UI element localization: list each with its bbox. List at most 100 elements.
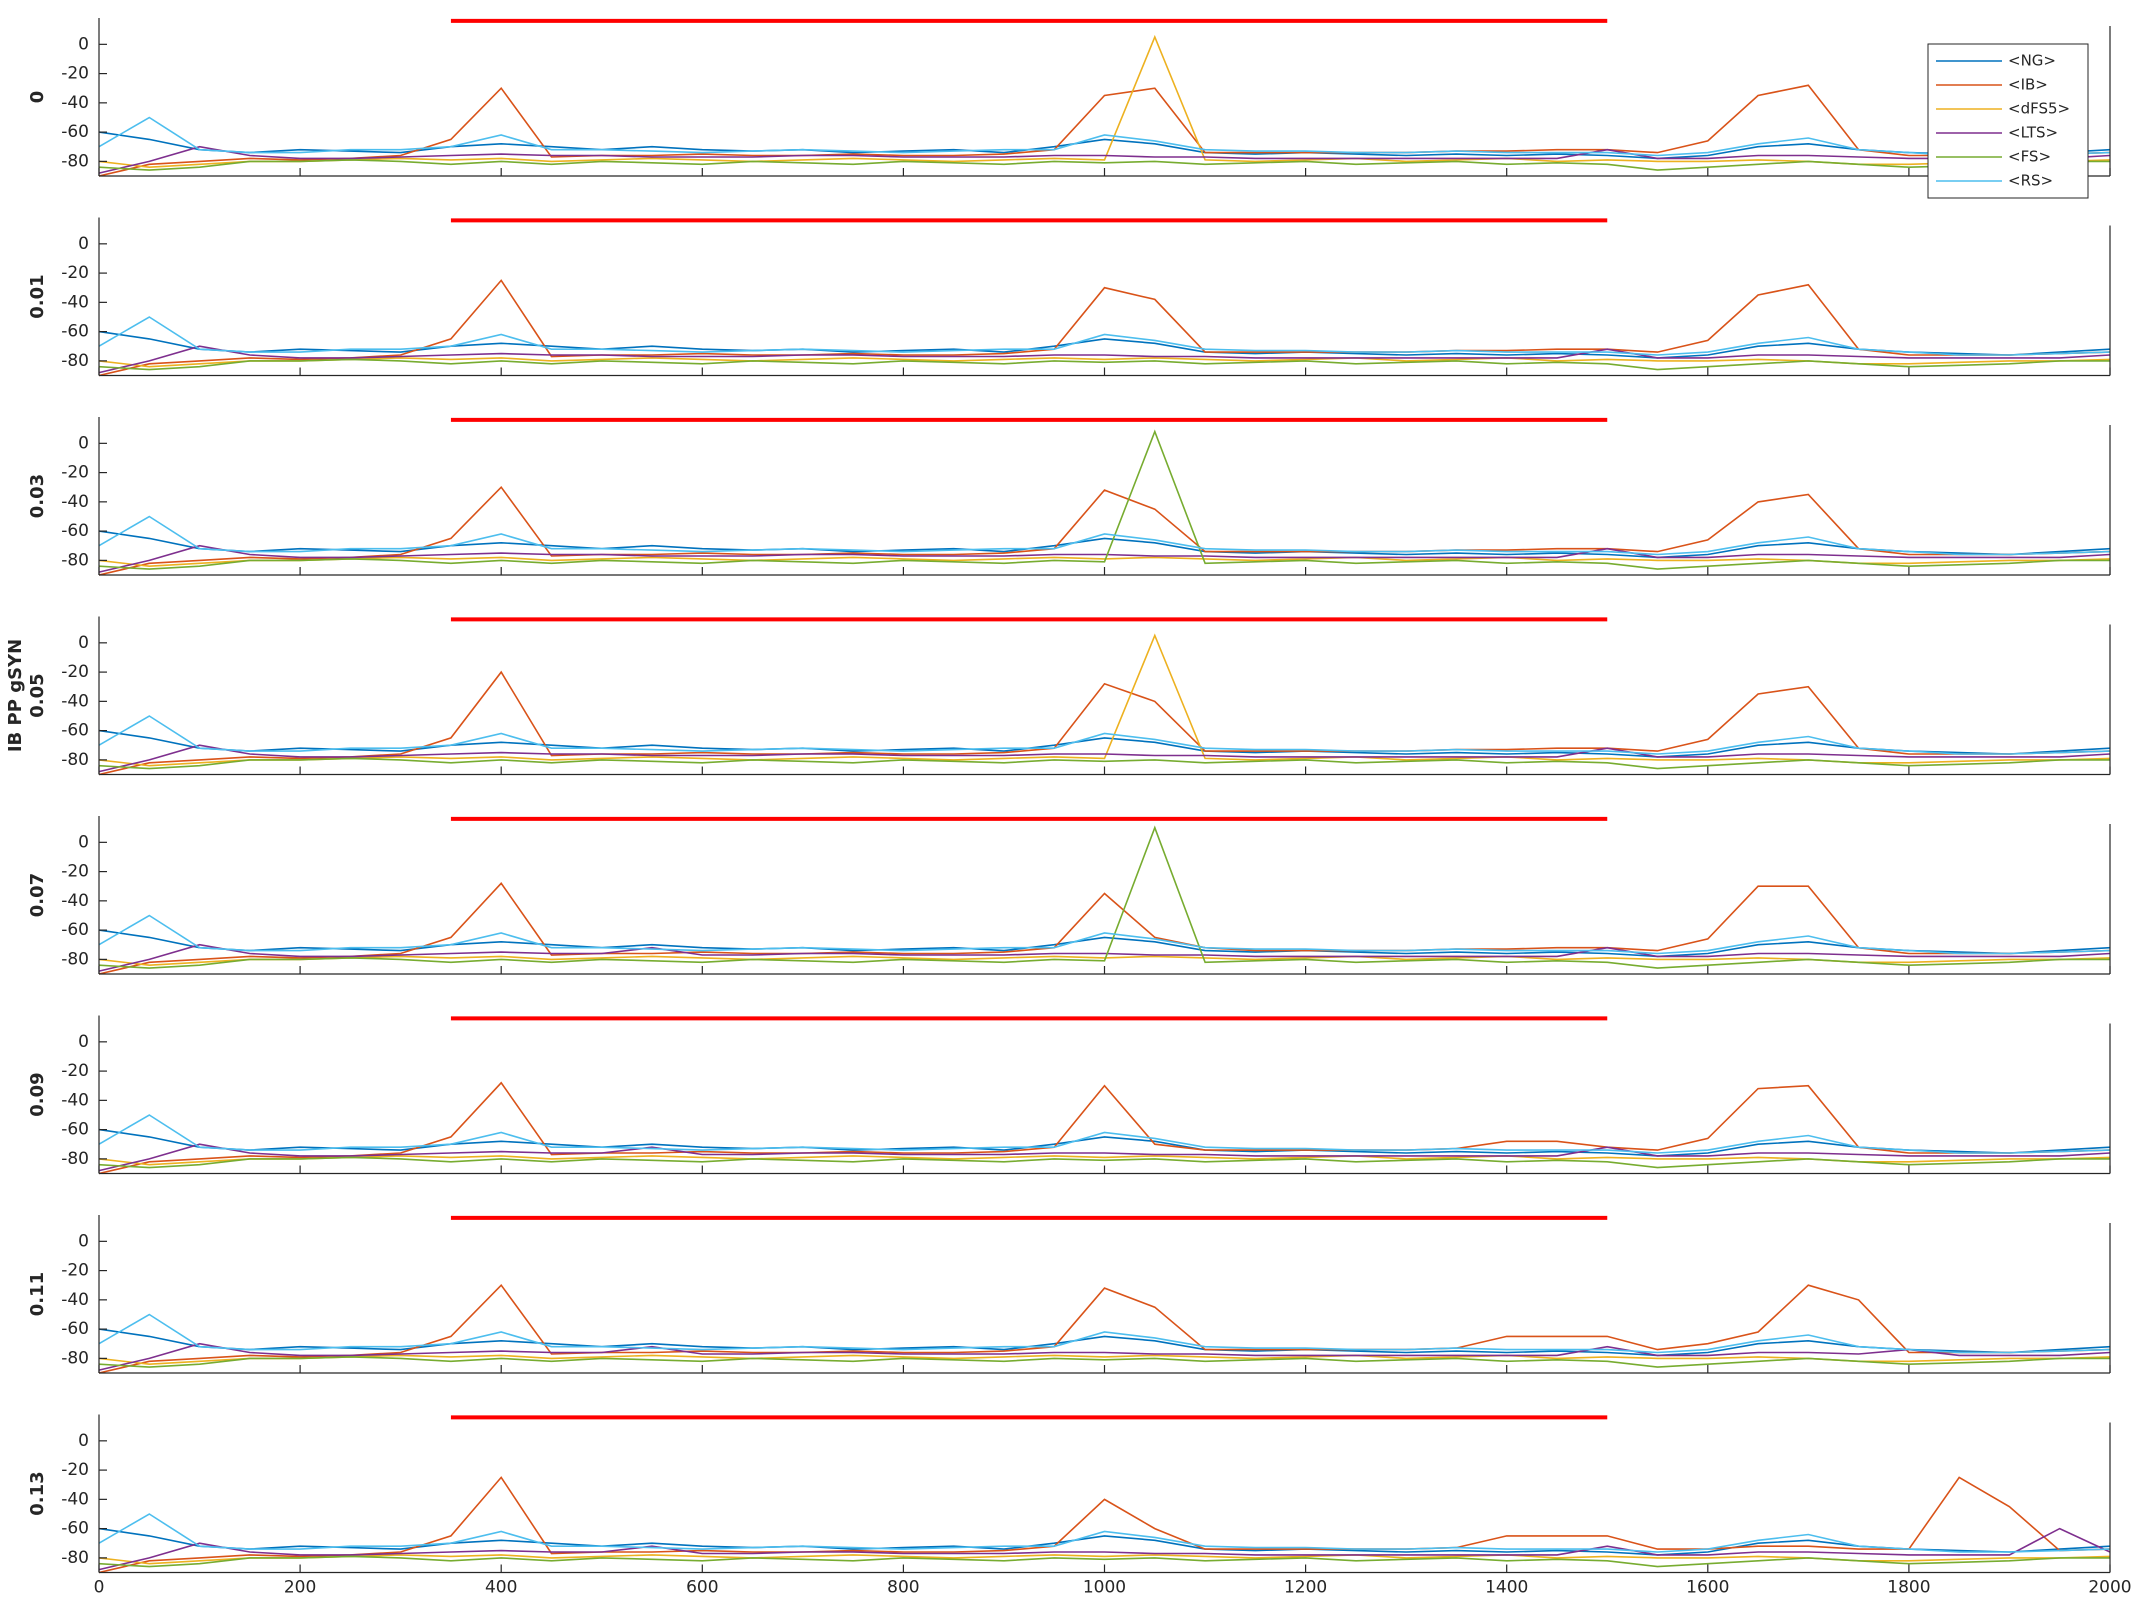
- y-axis-label: 0: [27, 91, 48, 104]
- trace: [98, 515, 2111, 556]
- legend-label: <RS>: [2008, 172, 2053, 190]
- trace: [98, 670, 2111, 776]
- trace: [98, 429, 2110, 570]
- y-tick-label: -40: [61, 93, 89, 113]
- y-axis-label: 0.07: [27, 873, 48, 917]
- trace: [98, 116, 2111, 157]
- trace: [98, 1114, 2111, 1154]
- y-tick-label: -60: [61, 1120, 89, 1140]
- x-tick-label: 200: [284, 1578, 316, 1598]
- trace: [98, 345, 2111, 374]
- y-tick-label: -80: [61, 1348, 89, 1368]
- trace: [98, 159, 2110, 171]
- trace: [98, 1527, 2111, 1571]
- x-tick-label: 800: [887, 1578, 919, 1598]
- trace: [98, 1555, 2110, 1568]
- trace: [98, 330, 2111, 359]
- trace: [98, 914, 2111, 955]
- trace: [98, 1128, 2111, 1157]
- y-tick-label: -40: [61, 1489, 89, 1509]
- y-tick-label: -80: [61, 1149, 89, 1169]
- y-axis-label: 0.11: [27, 1272, 48, 1316]
- y-tick-label: -60: [61, 721, 89, 741]
- y-axis-label: 0.13: [27, 1471, 48, 1515]
- y-tick-label: -20: [61, 862, 89, 882]
- trace: [98, 757, 2110, 770]
- trace: [98, 929, 2111, 958]
- legend-label: <FS>: [2008, 148, 2051, 166]
- trace: [98, 1476, 2111, 1574]
- trace: [98, 1328, 2111, 1357]
- trace: [98, 943, 2111, 972]
- y-tick-label: -80: [61, 151, 89, 171]
- x-tick-label: 0: [94, 1578, 105, 1598]
- y-tick-label: -20: [61, 662, 89, 682]
- y-tick-label: 0: [78, 832, 89, 852]
- y-tick-label: -80: [61, 949, 89, 969]
- trace: [98, 544, 2111, 573]
- y-tick-label: 0: [78, 34, 89, 54]
- trace: [98, 316, 2111, 356]
- y-tick-label: -20: [61, 463, 89, 483]
- y-tick-label: -40: [61, 691, 89, 711]
- y-axis-label: 0.03: [27, 474, 48, 518]
- y-tick-label: 0: [78, 1032, 89, 1052]
- y-tick-label: -40: [61, 292, 89, 312]
- legend-box: [1927, 43, 2089, 199]
- y-tick-label: -80: [61, 750, 89, 770]
- trace: [98, 1143, 2111, 1172]
- y-tick-label: -20: [61, 1061, 89, 1081]
- trace: [98, 145, 2111, 174]
- y-tick-label: -80: [61, 550, 89, 570]
- y-tick-label: -60: [61, 521, 89, 541]
- y-tick-label: -40: [61, 1090, 89, 1110]
- x-tick-label: 1200: [1284, 1578, 1327, 1598]
- y-tick-label: 0: [78, 433, 89, 453]
- y-tick-label: -60: [61, 1319, 89, 1339]
- legend-label: <NG>: [2008, 52, 2056, 70]
- trace: [98, 1342, 2111, 1371]
- x-tick-label: 2000: [2088, 1578, 2131, 1598]
- trace: [98, 729, 2111, 758]
- y-tick-label: -80: [61, 1548, 89, 1568]
- y-tick-label: -60: [61, 322, 89, 342]
- trace: [98, 556, 2111, 568]
- trace: [98, 744, 2111, 773]
- y-axis-label: 0.05: [27, 673, 48, 717]
- trace: [98, 1513, 2111, 1553]
- trace: [98, 955, 2111, 967]
- trace: [98, 1283, 2111, 1374]
- trace: [98, 1081, 2111, 1175]
- trace: [98, 1313, 2111, 1354]
- trace: [98, 34, 2111, 169]
- trace: [98, 882, 2111, 975]
- y-tick-label: 0: [78, 633, 89, 653]
- y-tick-label: -20: [61, 64, 89, 84]
- trace: [98, 279, 2111, 377]
- y-axis-label: IB PP gSYN: [5, 639, 26, 752]
- trace: [98, 1155, 2111, 1166]
- y-axis-label: 0.09: [27, 1072, 48, 1116]
- x-tick-label: 1800: [1887, 1578, 1930, 1598]
- trace: [98, 84, 2111, 177]
- trace: [98, 358, 2110, 371]
- x-tick-label: 1400: [1485, 1578, 1528, 1598]
- trace: [98, 1356, 2110, 1368]
- y-tick-label: -40: [61, 891, 89, 911]
- y-tick-label: -20: [61, 1460, 89, 1480]
- trace: [98, 1554, 2111, 1565]
- y-tick-label: -80: [61, 351, 89, 371]
- y-tick-label: 0: [78, 234, 89, 254]
- x-tick-label: 400: [485, 1578, 517, 1598]
- trace: [98, 131, 2111, 160]
- y-tick-label: -20: [61, 1261, 89, 1281]
- legend-label: <LTS>: [2008, 124, 2058, 142]
- trace: [98, 1527, 2111, 1556]
- y-tick-label: -40: [61, 1290, 89, 1310]
- x-tick-label: 1000: [1083, 1578, 1126, 1598]
- y-tick-label: -40: [61, 492, 89, 512]
- trace: [98, 1354, 2111, 1366]
- y-tick-label: 0: [78, 1431, 89, 1451]
- trace: [98, 1156, 2110, 1169]
